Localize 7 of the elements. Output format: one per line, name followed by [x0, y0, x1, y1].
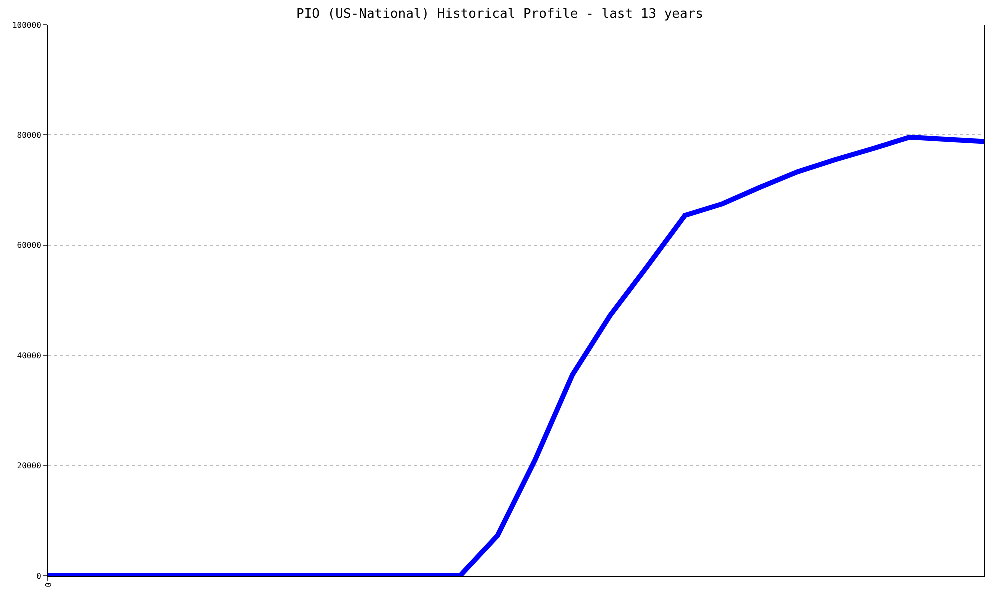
y-tick-label: 20000 [17, 462, 42, 471]
y-tick-label: 80000 [17, 131, 42, 140]
chart-title: PIO (US-National) Historical Profile - last 13 years [296, 7, 704, 22]
y-tick-label: 0 [36, 572, 42, 581]
y-tick-label: 100000 [12, 20, 42, 30]
y-tick-label: 40000 [17, 351, 42, 360]
y-tick-label: 60000 [17, 241, 42, 250]
